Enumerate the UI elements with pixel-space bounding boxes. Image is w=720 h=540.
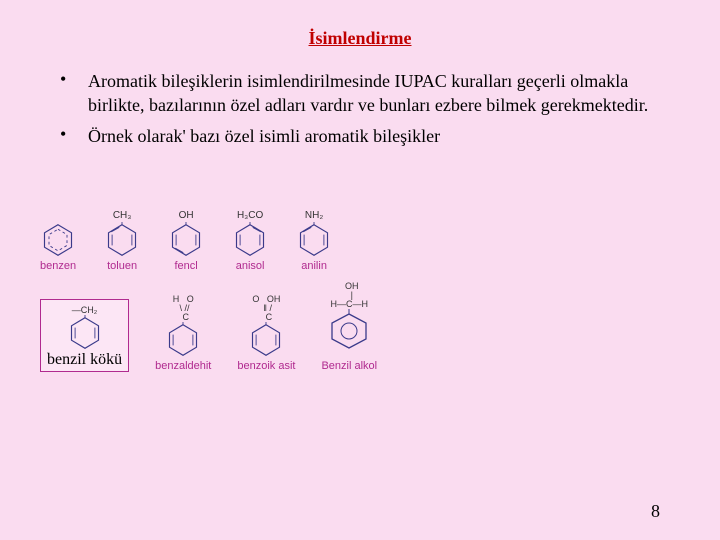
compound-label: fencl: [174, 260, 197, 272]
substituent: NH₂: [305, 210, 323, 222]
bullet-text: Örnek olarak' bazı özel isimli aromatik …: [88, 124, 440, 148]
compound-row-1: benzen CH₃ toluen OH fencl H₃CO: [40, 210, 680, 272]
benzene-ring-icon: [327, 309, 371, 358]
benzene-ring-icon: [168, 222, 204, 258]
compound-label: benzaldehit: [155, 360, 211, 372]
substituent: OH |H—C—H: [331, 282, 369, 309]
substituent: O OH ‖ / C: [252, 295, 280, 322]
benzene-ring-icon: [248, 322, 284, 358]
substituent: CH₃: [113, 210, 132, 222]
compound-anilin: NH₂ anilin: [296, 210, 332, 272]
substituent: —CH₂: [72, 306, 98, 315]
compound-benzil-koku-box: —CH₂ benzil kökü: [40, 299, 129, 372]
compound-fenol: OH fencl: [168, 210, 204, 272]
bullet-item: • Aromatik bileşiklerin isimlendirilmesi…: [60, 69, 680, 118]
bullet-item: • Örnek olarak' bazı özel isimli aromati…: [60, 124, 680, 148]
compound-label: toluen: [107, 260, 137, 272]
slide-title: İsimlendirme: [40, 28, 680, 49]
benzene-ring-icon: [232, 222, 268, 258]
substituent: H₃CO: [237, 210, 263, 222]
bullet-list: • Aromatik bileşiklerin isimlendirilmesi…: [60, 69, 680, 148]
compound-benzil-alkol: OH |H—C—H Benzil alkol: [321, 282, 377, 372]
bullet-text: Aromatik bileşiklerin isimlendirilmesind…: [88, 69, 680, 118]
substituent: H O \ // C: [173, 295, 194, 322]
bullet-marker: •: [60, 69, 88, 118]
compound-label: benzil kökü: [47, 351, 122, 369]
compound-label: anilin: [301, 260, 327, 272]
compound-label: benzoik asit: [237, 360, 295, 372]
substituent: OH: [179, 210, 194, 222]
compound-anisol: H₃CO anisol: [232, 210, 268, 272]
chemistry-diagrams: benzen CH₃ toluen OH fencl H₃CO: [40, 210, 680, 372]
compound-toluen: CH₃ toluen: [104, 210, 140, 272]
compound-benzil-koku: —CH₂ benzil kökü: [47, 306, 122, 369]
compound-label: anisol: [236, 260, 265, 272]
page-number: 8: [651, 501, 660, 522]
benzene-ring-icon: [165, 322, 201, 358]
compound-benzoik-asit: O OH ‖ / C benzoik asit: [237, 295, 295, 372]
benzene-ring-icon: [67, 315, 103, 351]
compound-label: Benzil alkol: [321, 360, 377, 372]
compound-label: benzen: [40, 260, 76, 272]
bullet-marker: •: [60, 124, 88, 148]
benzene-ring-icon: [296, 222, 332, 258]
compound-benzen: benzen: [40, 210, 76, 272]
compound-row-2: —CH₂ benzil kökü H O \ // C benzaldehit …: [40, 282, 680, 372]
benzene-ring-icon: [104, 222, 140, 258]
compound-benzaldehit: H O \ // C benzaldehit: [155, 295, 211, 372]
benzene-ring-icon: [40, 222, 76, 258]
